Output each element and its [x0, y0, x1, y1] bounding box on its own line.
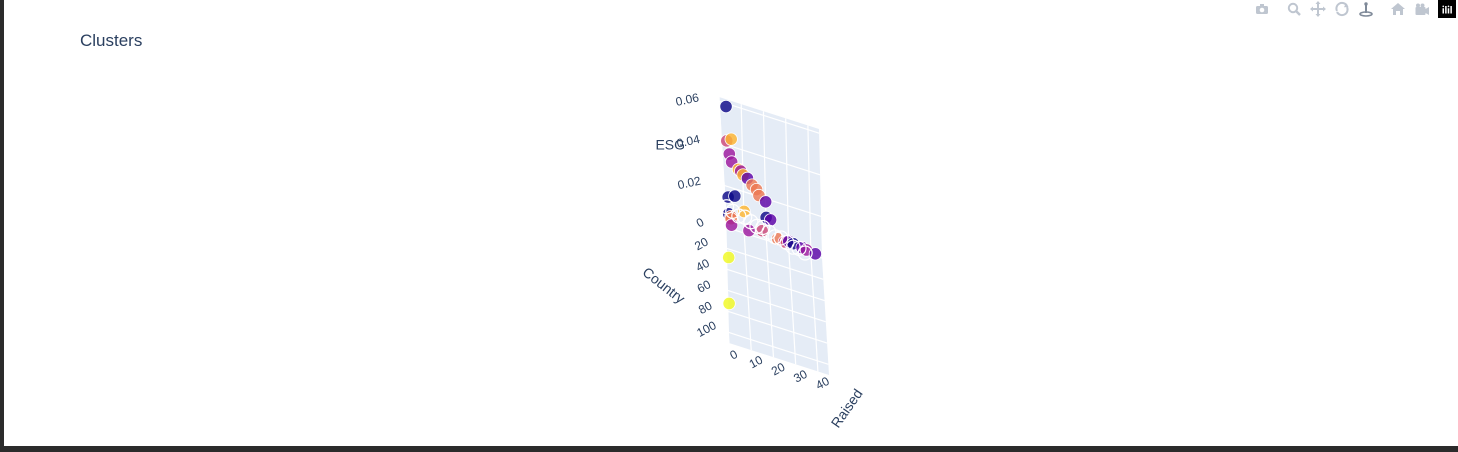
plotly-logo-icon[interactable]	[1438, 0, 1456, 18]
gridline	[725, 289, 827, 323]
y-tick-label: 20	[769, 360, 788, 379]
camera-icon[interactable]	[1250, 0, 1274, 18]
data-point	[719, 99, 733, 114]
home-icon[interactable]	[1386, 0, 1410, 18]
data-point	[759, 195, 773, 209]
x-tick-label: 60	[695, 277, 714, 296]
gridline	[724, 267, 825, 302]
chart-title: Clusters	[80, 31, 143, 50]
data-point	[722, 250, 736, 265]
data-point	[763, 213, 778, 227]
gridline	[721, 225, 730, 344]
camera-view-icon[interactable]	[1410, 0, 1434, 18]
gridline	[720, 139, 726, 269]
gridline	[718, 100, 820, 134]
data-point	[722, 296, 736, 311]
plot-area[interactable]: Clusters 0 20 40 60 80 100 0 10 20 30 40 0.02 0.04 0.…	[4, 0, 1458, 446]
y-tick-label: 10	[747, 352, 766, 371]
gridline	[788, 247, 797, 365]
cluster-outline	[731, 208, 747, 224]
z-tick-label: 0.06	[674, 90, 700, 109]
gridline	[807, 125, 812, 255]
gridline	[720, 184, 729, 302]
y-tick-label: 40	[813, 374, 832, 393]
z-tick-label: 0.02	[676, 174, 702, 193]
cluster-outline	[785, 239, 801, 255]
gridline	[728, 331, 829, 365]
zoom-icon[interactable]	[1282, 0, 1306, 18]
gridline	[785, 118, 790, 248]
cluster-outline	[797, 245, 813, 261]
gridline	[719, 142, 821, 176]
floor-plane	[722, 226, 829, 375]
y-tick-label: 30	[791, 367, 810, 386]
x-axis-title: Country	[640, 264, 688, 307]
gridline	[765, 240, 775, 358]
data-point	[724, 218, 739, 232]
x-tick-label: 40	[693, 256, 712, 275]
x-tick-label: 20	[692, 234, 711, 253]
gridline	[722, 160, 727, 290]
x-tick-label: 80	[696, 298, 715, 317]
y-axis-title: Raised	[828, 386, 866, 431]
data-point	[724, 132, 738, 146]
cluster-outline	[749, 218, 765, 234]
gridline	[743, 233, 752, 351]
y-tick-label: 0	[727, 347, 740, 363]
z-tick-label: 0.04	[675, 132, 701, 151]
data-point	[728, 189, 742, 203]
cluster-outline	[767, 229, 783, 245]
turntable-rotation-icon[interactable]	[1354, 0, 1378, 18]
modebar	[1250, 0, 1456, 18]
window-left-edge	[0, 0, 4, 446]
pan-icon[interactable]	[1306, 0, 1330, 18]
gridline	[718, 96, 723, 227]
gridline	[810, 254, 819, 372]
data-point	[742, 224, 756, 238]
orbit-rotation-icon[interactable]	[1330, 0, 1354, 18]
gridline	[723, 246, 824, 280]
x-tick-label: 100	[694, 318, 719, 340]
x-tick-label: 0	[694, 215, 707, 231]
z-axis-title: ESG	[655, 136, 685, 152]
gridline	[723, 182, 728, 312]
gridline	[726, 310, 828, 344]
